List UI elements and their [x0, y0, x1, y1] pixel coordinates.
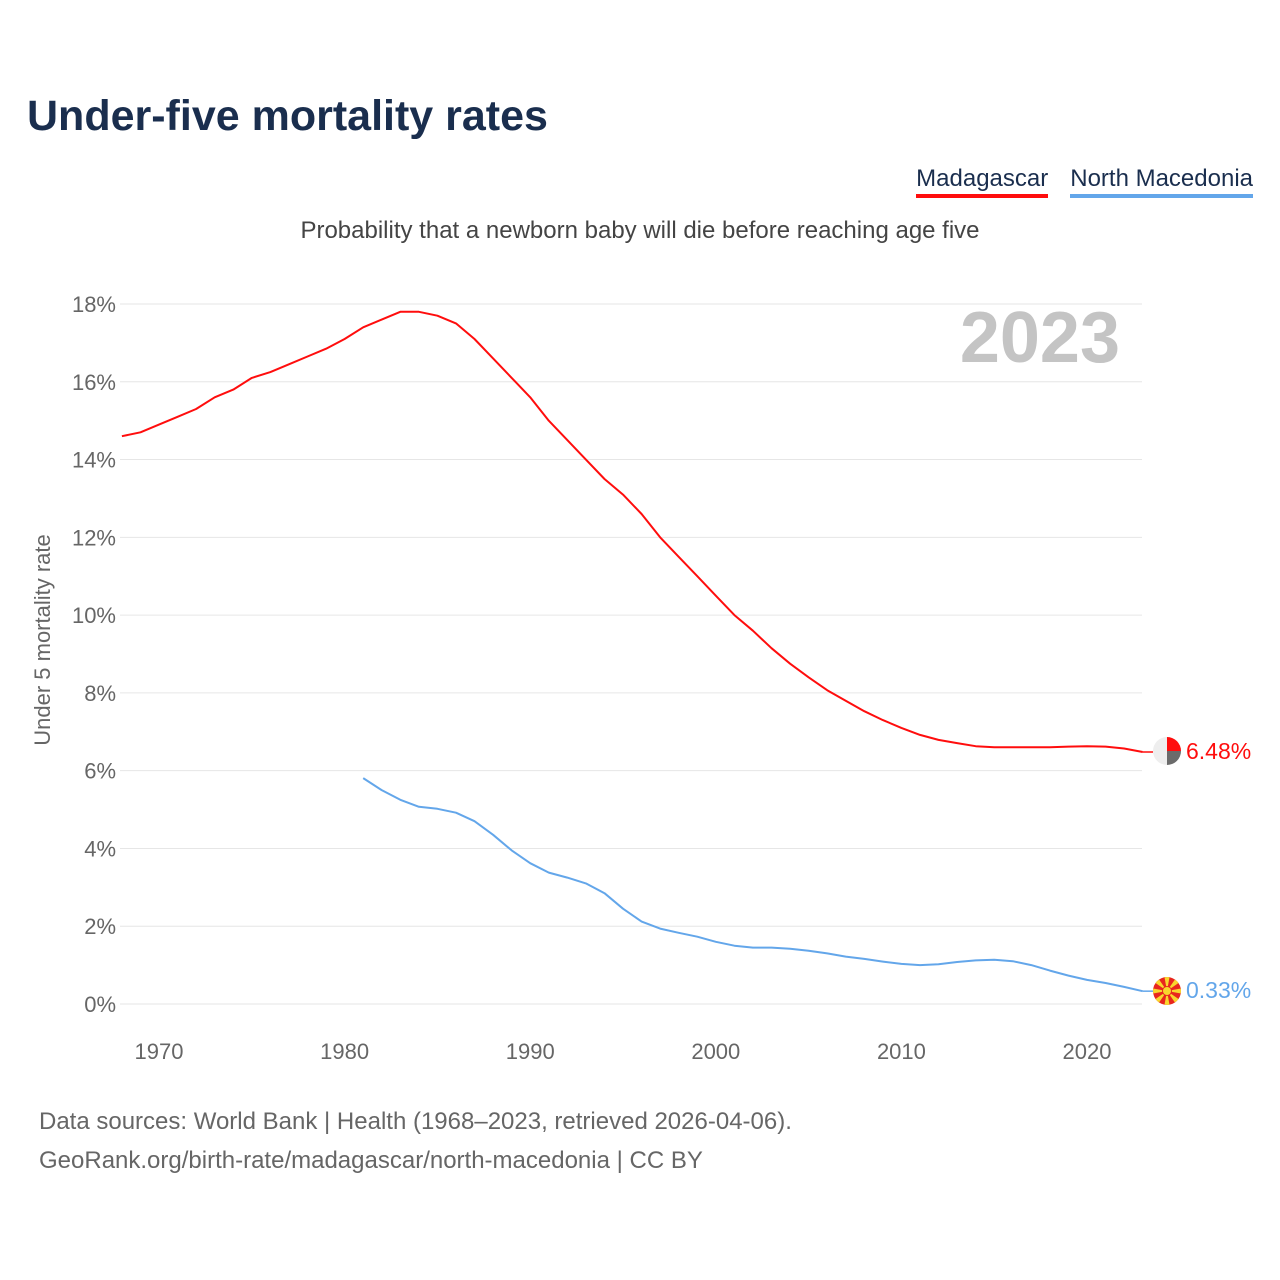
madagascar-end-label: 6.48% [1186, 738, 1251, 764]
x-tick-label: 2020 [1063, 1039, 1112, 1064]
x-tick-label: 1990 [506, 1039, 555, 1064]
y-tick-label: 10% [72, 603, 116, 628]
y-tick-label: 8% [84, 681, 116, 706]
y-tick-label: 2% [84, 914, 116, 939]
y-axis-label: Under 5 mortality rate [30, 534, 55, 746]
madagascar-flag-icon [1153, 737, 1181, 765]
x-tick-label: 1980 [320, 1039, 369, 1064]
source-line-1: Data sources: World Bank | Health (1968–… [39, 1108, 792, 1135]
y-tick-label: 12% [72, 525, 116, 550]
x-tick-label: 2000 [691, 1039, 740, 1064]
x-tick-label: 1970 [135, 1039, 184, 1064]
y-tick-label: 0% [84, 992, 116, 1017]
series-line-madagascar [121, 310, 1143, 753]
y-tick-label: 4% [84, 836, 116, 861]
north-macedonia-end-label: 0.33% [1186, 977, 1251, 1003]
x-tick-label: 2010 [877, 1039, 926, 1064]
y-tick-label: 16% [72, 370, 116, 395]
legend-north-macedonia[interactable]: North Macedonia [1070, 165, 1253, 198]
y-tick-label: 18% [72, 292, 116, 317]
chart-subtitle: Probability that a newborn baby will die… [300, 217, 980, 244]
legend-madagascar[interactable]: Madagascar [916, 165, 1049, 198]
legend: Madagascar North Macedonia [916, 165, 1253, 198]
source-line-2[interactable]: GeoRank.org/birth-rate/madagascar/north-… [39, 1147, 703, 1174]
series-line-north-macedonia [362, 777, 1143, 993]
y-tick-label: 14% [72, 448, 116, 473]
year-watermark: 2023 [960, 298, 1120, 378]
chart-title: Under-five mortality rates [27, 92, 548, 140]
y-tick-label: 6% [84, 759, 116, 784]
